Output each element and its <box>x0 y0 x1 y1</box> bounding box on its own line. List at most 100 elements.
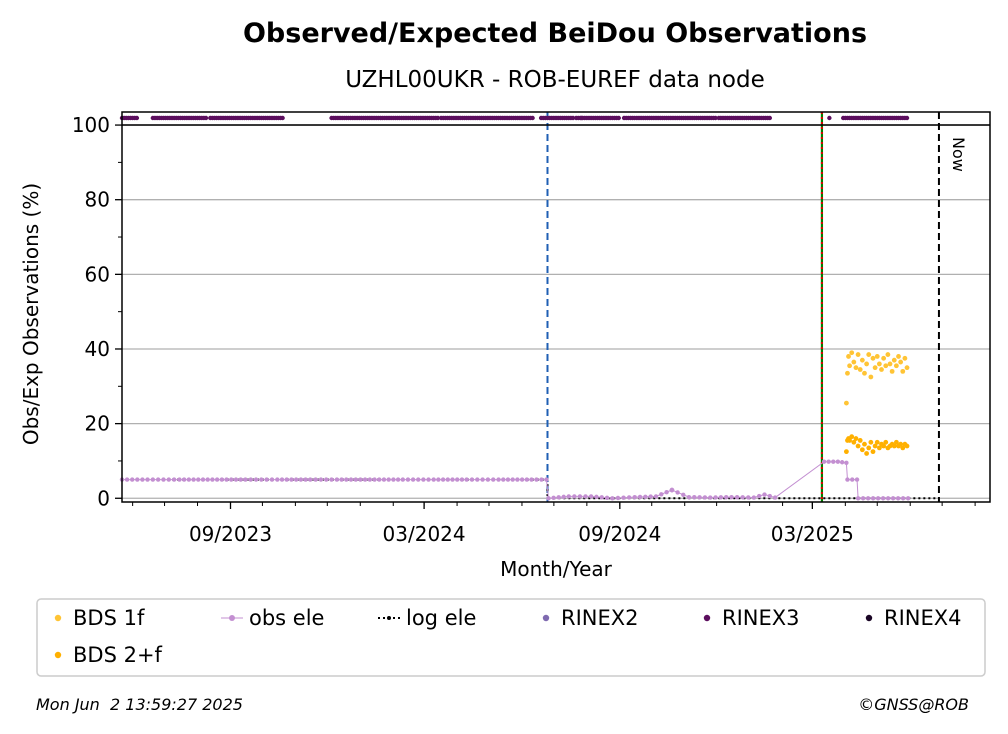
obs-ele-point <box>905 496 911 501</box>
legend-item: RINEX2 <box>542 606 639 630</box>
legend-label: obs ele <box>249 606 324 630</box>
obs-ele-point <box>367 477 373 482</box>
bds-2f-point <box>893 439 899 445</box>
legend: BDS 1f obs ele log ele RINEX2 RINEX3 RINEX4 BD… <box>54 606 962 667</box>
obs-ele-point <box>767 493 773 499</box>
legend-label: RINEX3 <box>722 606 800 630</box>
obs-ele-point <box>529 477 534 482</box>
legend-box <box>36 598 986 677</box>
bds-2f-point <box>898 441 904 447</box>
bds-2f-point <box>855 443 861 449</box>
obs-ele-point <box>561 494 566 500</box>
obs-ele-point <box>485 477 491 482</box>
obs-ele-point <box>539 477 544 482</box>
obs-ele-point <box>821 459 827 464</box>
obs-ele-point <box>839 460 845 465</box>
obs-ele-point <box>298 477 304 482</box>
bds-2f-point <box>870 449 876 455</box>
obs-ele-point <box>445 477 451 482</box>
legend-item: RINEX3 <box>703 606 800 630</box>
obs-ele-point <box>675 490 680 495</box>
obs-ele-point <box>594 494 599 500</box>
obs-ele-point <box>166 477 172 482</box>
obs-ele-point <box>653 494 659 499</box>
y-tick-label: 0 <box>97 486 110 510</box>
bds-1f-point <box>847 363 852 369</box>
obs-ele-point <box>556 495 561 500</box>
obs-ele-point <box>269 477 275 482</box>
x-axis-label: Month/Year <box>500 557 613 581</box>
bds-2f-point <box>853 436 859 441</box>
y-tick-label: 40 <box>85 337 110 361</box>
obs-ele-point <box>895 496 901 501</box>
bds-2f-point <box>891 443 897 449</box>
y-tick-label: 60 <box>85 262 110 286</box>
obs-ele-point <box>740 495 745 500</box>
obs-ele-point <box>831 459 836 464</box>
obs-ele-point <box>615 495 621 501</box>
bds-1f-point <box>879 367 884 372</box>
obs-ele-point <box>855 496 861 501</box>
obs-ele-point <box>253 477 259 482</box>
obs-ele-point <box>854 477 860 482</box>
y-tick-label: 100 <box>72 113 110 137</box>
obs-ele-point <box>140 477 145 482</box>
bds-2f-point <box>876 445 882 451</box>
obs-ele-point <box>150 477 156 482</box>
bds-2f-point <box>900 445 906 451</box>
series-layer <box>119 115 939 501</box>
rinex3-point <box>435 115 441 121</box>
bds-2f-point <box>864 451 870 456</box>
bds-1f-point <box>872 365 878 371</box>
obs-ele-point <box>416 477 421 482</box>
obs-ele-point <box>604 495 610 501</box>
obs-ele-point <box>362 477 368 482</box>
legend-marker <box>54 614 62 622</box>
bds-1f-point <box>868 374 874 380</box>
bds-1f-point <box>874 354 880 359</box>
obs-ele-point <box>637 494 643 500</box>
obs-ele-point <box>372 477 377 482</box>
obs-ele-point <box>870 496 876 501</box>
bds-2f-point <box>862 441 867 447</box>
obs-ele-point <box>844 460 849 466</box>
footer-copyright: ©GNSS@ROB <box>858 695 969 714</box>
obs-ele-point <box>421 477 426 482</box>
obs-ele-point <box>440 477 446 482</box>
obs-ele-point <box>400 477 406 482</box>
rinex3-point <box>280 115 285 121</box>
bds-1f-point <box>866 352 872 357</box>
bds-1f-point <box>849 350 855 356</box>
obs-ele-point <box>491 477 496 482</box>
bds-1f-point <box>851 359 857 365</box>
bds-1f-point <box>862 370 867 376</box>
obs-ele-point <box>405 477 411 482</box>
legend-marker <box>54 651 62 659</box>
y-axis-label: Obs/Exp Observations (%) <box>19 183 43 445</box>
rinex3-point <box>767 115 773 121</box>
legend-label: BDS 2+f <box>73 643 163 667</box>
obs-ele-point <box>196 477 201 482</box>
legend-label: log ele <box>406 606 476 630</box>
log-ele-line <box>122 478 939 500</box>
bds-2f-point <box>868 439 874 445</box>
obs-ele-point <box>395 477 401 482</box>
bds-1f-point <box>855 352 861 357</box>
obs-ele-point <box>519 477 525 482</box>
obs-ele-point <box>692 495 697 500</box>
obs-ele-point <box>229 477 234 482</box>
obs-ele-point <box>289 477 294 482</box>
footer-timestamp: Mon Jun 2 13:59:27 2025 <box>36 695 243 714</box>
obs-ele-point <box>544 477 549 482</box>
obs-ele-point <box>626 495 632 500</box>
legend-item: RINEX4 <box>865 606 962 630</box>
obs-ele-point <box>171 477 177 482</box>
rinex3-point <box>203 115 209 121</box>
obs-ele-point <box>410 477 416 482</box>
bds-1f-point <box>853 365 859 371</box>
obs-ele-point <box>505 477 511 482</box>
obs-ele-point <box>751 495 757 500</box>
legend-marker <box>387 616 391 620</box>
reference-lines <box>546 112 940 502</box>
obs-ele-point <box>155 477 161 482</box>
